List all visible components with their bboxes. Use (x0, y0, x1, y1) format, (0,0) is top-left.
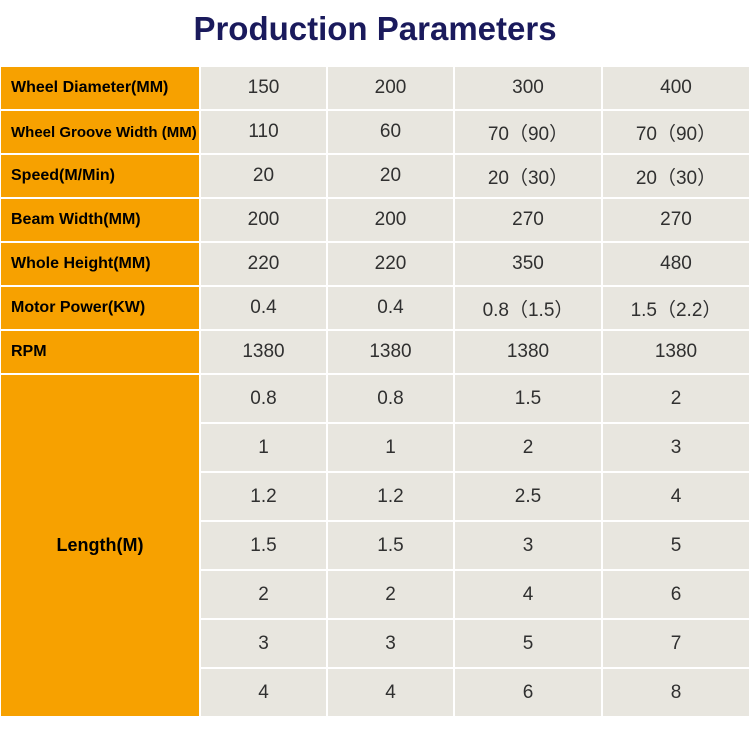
row-label: Wheel Diameter(MM) (0, 66, 200, 110)
table-cell: 60 (327, 110, 454, 154)
table-cell: 0.4 (327, 286, 454, 330)
table-cell: 20（30） (602, 154, 750, 198)
table-cell: 8 (602, 668, 750, 717)
table-cell: 270 (602, 198, 750, 242)
row-label: RPM (0, 330, 200, 374)
table-cell: 6 (602, 570, 750, 619)
length-row-label: Length(M) (0, 374, 200, 717)
table-cell: 7 (602, 619, 750, 668)
table-cell: 1 (327, 423, 454, 472)
table-cell: 2 (327, 570, 454, 619)
table-cell: 2 (602, 374, 750, 423)
row-label: Speed(M/Min) (0, 154, 200, 198)
table-cell: 1.5（2.2） (602, 286, 750, 330)
row-label: Wheel Groove Width (MM) (0, 110, 200, 154)
table-cell: 400 (602, 66, 750, 110)
table-cell: 5 (454, 619, 602, 668)
table-cell: 4 (200, 668, 327, 717)
table-cell: 200 (327, 66, 454, 110)
table-cell: 3 (454, 521, 602, 570)
table-cell: 1380 (327, 330, 454, 374)
table-cell: 0.8（1.5） (454, 286, 602, 330)
table-cell: 20 (200, 154, 327, 198)
row-label: Whole Height(MM) (0, 242, 200, 286)
table-cell: 70（90） (454, 110, 602, 154)
table-cell: 6 (454, 668, 602, 717)
page-title: Production Parameters (0, 0, 750, 66)
table-cell: 200 (200, 198, 327, 242)
table-cell: 2 (454, 423, 602, 472)
table-cell: 1380 (200, 330, 327, 374)
table-cell: 1 (200, 423, 327, 472)
table-cell: 1.5 (200, 521, 327, 570)
table-cell: 1.5 (454, 374, 602, 423)
table-cell: 270 (454, 198, 602, 242)
table-cell: 2.5 (454, 472, 602, 521)
row-label: Motor Power(KW) (0, 286, 200, 330)
table-cell: 20 (327, 154, 454, 198)
table-cell: 1.2 (200, 472, 327, 521)
table-cell: 4 (602, 472, 750, 521)
table-cell: 4 (454, 570, 602, 619)
parameters-table: Wheel Diameter(MM) 150 200 300 400 Wheel… (0, 66, 750, 717)
table-cell: 3 (602, 423, 750, 472)
table-cell: 4 (327, 668, 454, 717)
table-cell: 480 (602, 242, 750, 286)
table-cell: 0.8 (200, 374, 327, 423)
table-cell: 220 (327, 242, 454, 286)
table-cell: 70（90） (602, 110, 750, 154)
row-label: Beam Width(MM) (0, 198, 200, 242)
table-cell: 20（30） (454, 154, 602, 198)
table-cell: 300 (454, 66, 602, 110)
table-cell: 0.4 (200, 286, 327, 330)
table-cell: 200 (327, 198, 454, 242)
table-cell: 220 (200, 242, 327, 286)
table-cell: 2 (200, 570, 327, 619)
table-cell: 5 (602, 521, 750, 570)
table-cell: 110 (200, 110, 327, 154)
table-cell: 350 (454, 242, 602, 286)
table-cell: 3 (327, 619, 454, 668)
table-cell: 1380 (454, 330, 602, 374)
table-cell: 1380 (602, 330, 750, 374)
table-cell: 1.5 (327, 521, 454, 570)
table-cell: 1.2 (327, 472, 454, 521)
table-cell: 0.8 (327, 374, 454, 423)
table-cell: 150 (200, 66, 327, 110)
table-cell: 3 (200, 619, 327, 668)
